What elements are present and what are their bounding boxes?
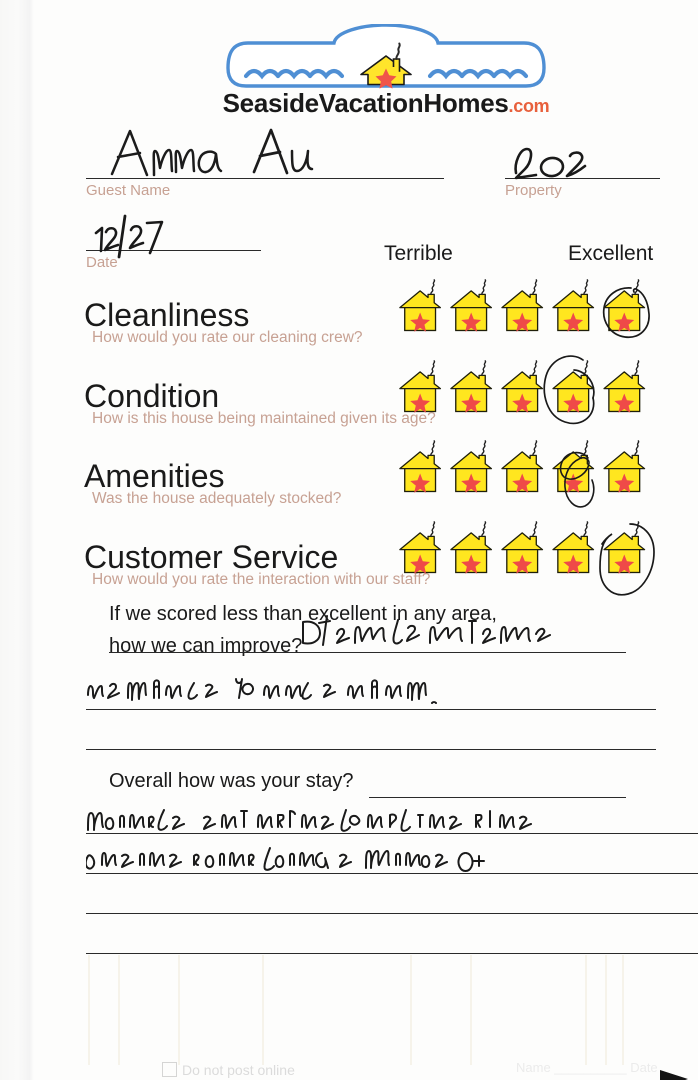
- svg-text:SeasideVacationHomes.com: SeasideVacationHomes.com: [223, 88, 550, 118]
